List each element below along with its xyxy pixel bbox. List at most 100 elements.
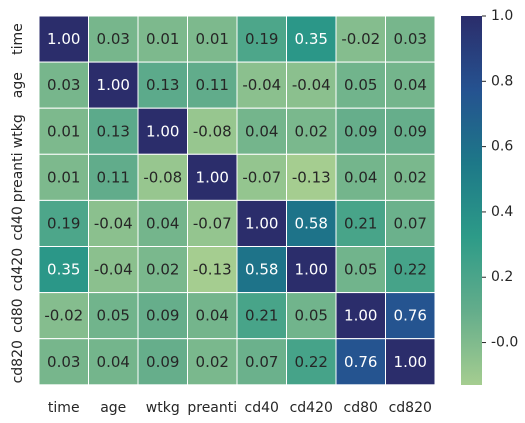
cell-value-label: 0.09	[146, 307, 179, 325]
heatmap-cell	[137, 292, 188, 340]
y-tick-label: preanti	[10, 152, 26, 202]
heatmap-cell	[286, 107, 337, 155]
heatmap-cell	[187, 199, 238, 247]
heatmap-cell	[335, 199, 386, 247]
cell-value-label: 0.19	[245, 30, 278, 48]
cell-value-label: 0.22	[394, 261, 427, 279]
cell-value-label: -0.04	[94, 261, 133, 279]
x-tick-label: wtkg	[146, 400, 180, 416]
cell-value-label: 0.01	[146, 30, 179, 48]
y-tick-label: wtkg	[10, 114, 26, 148]
x-tick-label: time	[48, 400, 80, 416]
cell-value-label: 0.04	[97, 353, 130, 371]
cell-value-label: 0.19	[47, 214, 80, 232]
heatmap-cell	[385, 338, 436, 386]
cell-value-label: 1.00	[196, 168, 229, 186]
cell-value-label: -0.04	[292, 76, 331, 94]
colorbar	[461, 16, 482, 385]
heatmap-cell	[335, 292, 386, 340]
heatmap-cell	[187, 107, 238, 155]
y-tick-label: cd40	[10, 206, 26, 240]
heatmap-cell	[187, 61, 238, 109]
heatmap-cell	[286, 338, 337, 386]
cell-value-label: 1.00	[47, 30, 80, 48]
cell-value-label: 1.00	[97, 76, 130, 94]
heatmap-cell	[137, 153, 188, 201]
colorbar-tick-label: 0.8	[491, 73, 513, 89]
heatmap-cell	[137, 15, 188, 63]
cell-value-label: 0.21	[344, 214, 377, 232]
cell-value-label: 0.35	[47, 261, 80, 279]
heatmap-cell	[38, 292, 89, 340]
cell-value-label: -0.02	[341, 30, 380, 48]
cell-value-label: 0.22	[295, 353, 328, 371]
heatmap-cell	[335, 107, 386, 155]
heatmap-cells: 1.00 0.03 0.01 0.01 0.19 0.35 -0.02 0.03 0.03 1.0…	[38, 15, 436, 386]
cell-value-label: -0.07	[193, 214, 232, 232]
cell-value-label: -0.07	[242, 168, 281, 186]
x-tick-labels: time age wtkg preanti cd40 cd420 cd80 cd820	[48, 400, 432, 416]
cell-value-label: 0.02	[146, 261, 179, 279]
cell-value-label: 0.04	[394, 76, 427, 94]
heatmap-cell	[187, 338, 238, 386]
y-tick-label: cd80	[10, 298, 26, 332]
x-tick-label: cd40	[245, 400, 279, 416]
cell-value-label: 0.05	[97, 307, 130, 325]
heatmap-cell	[385, 199, 436, 247]
cell-value-label: 0.05	[295, 307, 328, 325]
colorbar-tick-label: 0.6	[491, 139, 513, 155]
y-tick-label: cd420	[10, 248, 26, 291]
heatmap-cell	[385, 107, 436, 155]
cell-value-label: 0.58	[245, 261, 278, 279]
colorbar-tick-label: 0.2	[491, 269, 513, 285]
heatmap-cell	[236, 153, 287, 201]
cell-value-label: 1.00	[394, 353, 427, 371]
heatmap-cell	[38, 15, 89, 63]
heatmap-cell	[385, 61, 436, 109]
cell-value-label: 0.02	[295, 122, 328, 140]
cell-value-label: -0.13	[292, 168, 331, 186]
colorbar-tick-label: 1.0	[491, 8, 513, 24]
heatmap-cell	[38, 338, 89, 386]
heatmap-cell	[335, 153, 386, 201]
x-tick-label: preanti	[187, 400, 237, 416]
cell-value-label: -0.04	[242, 76, 281, 94]
cell-value-label: 0.09	[394, 122, 427, 140]
heatmap-cell	[286, 292, 337, 340]
cell-value-label: 0.01	[47, 168, 80, 186]
y-tick-labels: time age wtkg preanti cd40 cd420 cd80 cd820	[10, 23, 26, 383]
cell-value-label: 0.35	[295, 30, 328, 48]
y-tick-label: cd820	[10, 340, 26, 383]
heatmap-cell	[385, 15, 436, 63]
cell-value-label: 0.04	[146, 214, 179, 232]
heatmap-cell	[137, 107, 188, 155]
heatmap-cell	[236, 199, 287, 247]
x-tick-label: cd820	[389, 400, 432, 416]
cell-value-label: 0.05	[344, 261, 377, 279]
cell-value-label: 0.13	[146, 76, 179, 94]
cell-value-label: 0.07	[245, 353, 278, 371]
heatmap-cell	[286, 246, 337, 294]
heatmap-cell	[385, 246, 436, 294]
cell-value-label: -0.08	[193, 122, 232, 140]
cell-value-label: 0.03	[47, 76, 80, 94]
heatmap-cell	[137, 338, 188, 386]
colorbar-tick-labels: -0.0 0.2 0.4 0.6 0.8 1.0	[482, 8, 518, 351]
cell-value-label: 0.02	[394, 168, 427, 186]
cell-value-label: 0.01	[47, 122, 80, 140]
cell-value-label: 0.07	[394, 214, 427, 232]
cell-value-label: 0.04	[245, 122, 278, 140]
cell-value-label: 1.00	[344, 307, 377, 325]
cell-value-label: 0.03	[394, 30, 427, 48]
heatmap-cell	[88, 15, 139, 63]
cell-value-label: 0.76	[344, 353, 377, 371]
cell-value-label: -0.02	[44, 307, 83, 325]
heatmap-cell	[236, 292, 287, 340]
heatmap-cell	[236, 338, 287, 386]
x-tick-label: age	[100, 400, 126, 416]
heatmap-cell	[88, 292, 139, 340]
cell-value-label: 0.09	[344, 122, 377, 140]
x-tick-label: cd420	[290, 400, 333, 416]
cell-value-label: 0.01	[196, 30, 229, 48]
